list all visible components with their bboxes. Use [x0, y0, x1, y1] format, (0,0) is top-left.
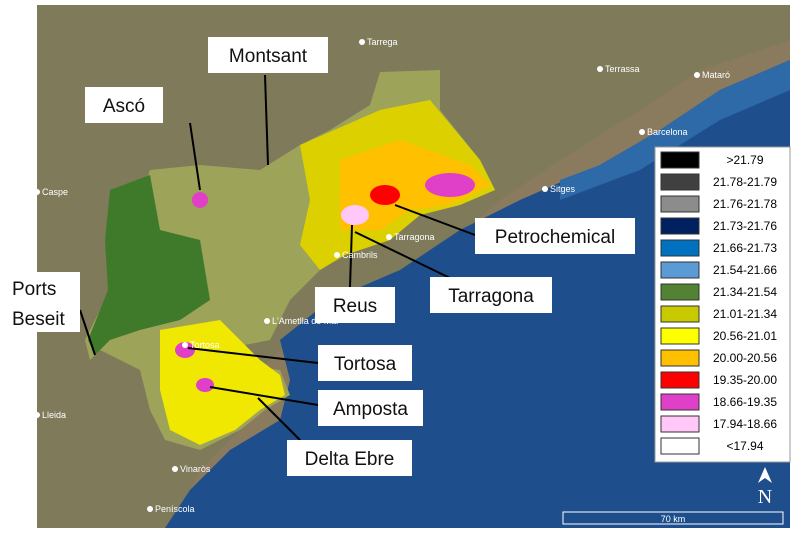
legend-label: 21.01-21.34: [713, 307, 777, 321]
city-dot: [597, 66, 603, 72]
scale-bar: [562, 511, 784, 525]
city-dot: [147, 506, 153, 512]
annotation-box: [208, 37, 328, 73]
legend-label: 17.94-18.66: [713, 417, 777, 431]
annotation: Tortosa: [334, 354, 397, 375]
city-dot: [34, 412, 40, 418]
annotation: Ports: [12, 279, 56, 300]
legend-swatch: [660, 371, 700, 389]
legend: [654, 146, 791, 463]
annotation: Beseit: [12, 309, 66, 330]
city-label: Sitges: [550, 184, 576, 194]
hotspot: [196, 378, 214, 392]
city-label: Cambrils: [342, 250, 378, 260]
city-dot: [359, 39, 365, 45]
legend-label: 21.78-21.79: [713, 175, 777, 189]
legend-label: 21.73-21.76: [713, 219, 777, 233]
hotspot: [192, 192, 208, 208]
city-dot: [182, 342, 188, 348]
annotation: Reus: [333, 296, 377, 317]
north-arrow: N: [758, 486, 772, 508]
hotspot: [425, 173, 475, 197]
scale-label: 70 km: [661, 514, 686, 524]
city-label: Vinaròs: [180, 464, 211, 474]
city-dot: [264, 318, 270, 324]
annotation: Montsant: [229, 46, 308, 67]
city-label: Barcelona: [647, 127, 688, 137]
legend-swatch: [660, 151, 700, 169]
city-dot: [639, 129, 645, 135]
legend-swatch: [660, 437, 700, 455]
city-dot: [386, 234, 392, 240]
legend-swatch: [660, 261, 700, 279]
legend-swatch: [660, 349, 700, 367]
city-label: Lleida: [42, 410, 66, 420]
annotation-box: [318, 390, 423, 426]
annotation-box: [475, 218, 635, 254]
shelf: [560, 60, 790, 200]
legend-label: 21.54-21.66: [713, 263, 777, 277]
legend-swatch: [660, 415, 700, 433]
legend-label: <17.94: [726, 439, 763, 453]
annotation: Ascó: [103, 96, 145, 117]
legend-swatch: [660, 283, 700, 301]
legend-swatch: [660, 305, 700, 323]
annotation: Delta Ebre: [305, 449, 395, 470]
annotation-box: [318, 345, 412, 381]
north-icon: [758, 467, 772, 483]
city-dot: [542, 186, 548, 192]
arrow: [79, 309, 96, 356]
city-label: Tarrega: [367, 37, 398, 47]
city-dot: [34, 189, 40, 195]
legend-swatch: [660, 173, 700, 191]
annotation-box: [430, 277, 552, 313]
hotspot: [341, 205, 369, 225]
arrow: [264, 74, 269, 166]
legend-swatch: [660, 239, 700, 257]
legend-swatch: [660, 195, 700, 213]
annotation: Petrochemical: [495, 227, 615, 248]
city-label: Peníscola: [155, 504, 195, 514]
arrow: [349, 224, 353, 288]
city-label: Tortosa: [190, 340, 220, 350]
region-orange: [340, 140, 490, 230]
region-green: [88, 175, 210, 355]
legend-swatch: [660, 327, 700, 345]
legend-swatch: [660, 393, 700, 411]
overlay: Montsant Ascó Petrochemical Tarragona Reus To…: [5, 37, 777, 514]
legend-label: >21.79: [726, 153, 763, 167]
legend-label: 21.76-21.78: [713, 197, 777, 211]
legend-label: 19.35-20.00: [713, 373, 777, 387]
arrow: [209, 386, 319, 406]
city-label: L'Ametlla de Mar: [272, 316, 339, 326]
city-label: Mataró: [702, 70, 730, 80]
legend-label: 20.56-21.01: [713, 329, 777, 343]
legend-label: 21.34-21.54: [713, 285, 777, 299]
city-dot: [694, 72, 700, 78]
annotation-box: [5, 272, 80, 332]
annotation: Tarragona: [448, 286, 534, 307]
arrow: [189, 122, 201, 191]
arrow: [187, 347, 319, 364]
city-label: Caspe: [42, 187, 68, 197]
annotation-box: [85, 87, 163, 123]
annotation-box: [287, 440, 412, 476]
city-dot: [334, 252, 340, 258]
legend-swatch: [660, 217, 700, 235]
city-label: Tarragona: [394, 232, 435, 242]
hotspot: [175, 342, 195, 358]
annotation-box: [315, 287, 395, 323]
legend-label: 18.66-19.35: [713, 395, 777, 409]
annotation: Amposta: [333, 399, 408, 420]
arrow: [257, 397, 301, 441]
hotspot: [370, 185, 400, 205]
legend-label: 21.66-21.73: [713, 241, 777, 255]
city-dot: [172, 466, 178, 472]
city-label: Terrassa: [605, 64, 640, 74]
legend-label: 20.00-20.56: [713, 351, 777, 365]
arrow: [354, 231, 451, 279]
arrow: [394, 204, 476, 236]
